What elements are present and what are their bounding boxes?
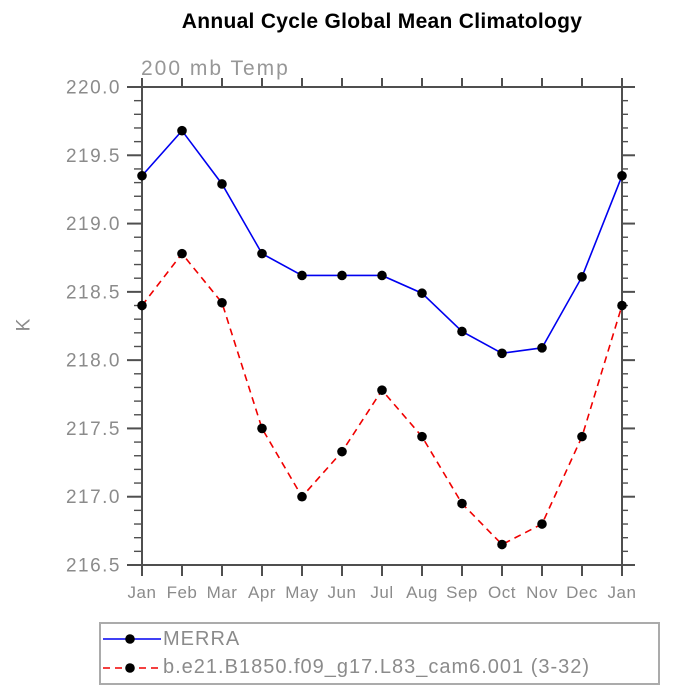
y-tick-label: 219.0 xyxy=(66,214,121,235)
x-tick-label: Jan xyxy=(608,583,637,602)
data-point-model xyxy=(417,431,427,442)
data-point-merra xyxy=(617,170,627,181)
data-point-merra xyxy=(257,248,267,259)
y-tick-label: 219.5 xyxy=(66,146,121,167)
legend-entry-merra: MERRA xyxy=(101,626,658,652)
data-point-merra xyxy=(297,270,307,281)
data-point-merra xyxy=(457,326,467,337)
data-point-model xyxy=(577,431,587,442)
legend-box: MERRA b.e21.B1850.f09_g17.L83_cam6.001 (… xyxy=(99,622,660,685)
data-point-merra xyxy=(497,348,507,359)
x-tick-label: Mar xyxy=(207,583,238,602)
x-tick-label: Jul xyxy=(370,583,393,602)
x-tick-label: Jun xyxy=(328,583,357,602)
data-point-merra xyxy=(217,179,227,189)
plot-frame xyxy=(141,86,623,566)
x-tick-label: Oct xyxy=(488,583,516,602)
legend-label-merra: MERRA xyxy=(163,627,241,650)
legend-line-model-icon xyxy=(103,662,161,673)
data-point-model xyxy=(297,491,307,502)
data-point-model xyxy=(537,519,547,529)
legend-label-model: b.e21.B1850.f09_g17.L83_cam6.001 (3-32) xyxy=(163,656,591,679)
data-point-model xyxy=(177,248,187,259)
data-point-model xyxy=(497,539,507,550)
y-tick-label: 217.5 xyxy=(66,419,121,440)
data-point-merra xyxy=(577,272,587,282)
series-line-model xyxy=(141,252,623,546)
x-tick-label: May xyxy=(285,583,319,602)
data-point-model xyxy=(337,446,347,457)
data-point-model xyxy=(137,300,147,311)
chart-subtitle: 200 mb Temp xyxy=(141,57,290,80)
data-point-merra xyxy=(337,270,347,281)
legend-entry-model: b.e21.B1850.f09_g17.L83_cam6.001 (3-32) xyxy=(101,655,658,681)
x-tick-label: Sep xyxy=(446,583,478,602)
series-line-merra xyxy=(141,129,623,355)
data-point-merra xyxy=(137,170,147,181)
y-tick-label: 216.5 xyxy=(66,556,121,577)
chart-title: Annual Cycle Global Mean Climatology xyxy=(181,10,583,33)
data-point-merra xyxy=(177,125,187,136)
data-point-merra xyxy=(537,343,547,353)
data-point-model xyxy=(257,423,267,434)
x-tick-label: Aug xyxy=(406,583,438,602)
y-tick-label: 218.5 xyxy=(66,282,121,303)
y-tick-label: 217.0 xyxy=(66,487,121,508)
data-point-model xyxy=(617,300,627,311)
data-point-merra xyxy=(377,270,387,281)
legend-line-merra-icon xyxy=(103,634,161,645)
data-point-model xyxy=(377,385,387,395)
x-tick-label: Nov xyxy=(526,583,558,602)
y-tick-label: 218.0 xyxy=(66,351,121,372)
y-tick-label: 220.0 xyxy=(66,78,121,99)
data-point-model xyxy=(457,498,467,509)
data-point-model xyxy=(217,297,227,308)
data-point-merra xyxy=(417,288,427,299)
x-tick-label: Apr xyxy=(248,583,276,602)
x-tick-label: Feb xyxy=(167,583,198,602)
x-tick-label: Dec xyxy=(566,583,598,602)
x-tick-label: Jan xyxy=(128,583,157,602)
